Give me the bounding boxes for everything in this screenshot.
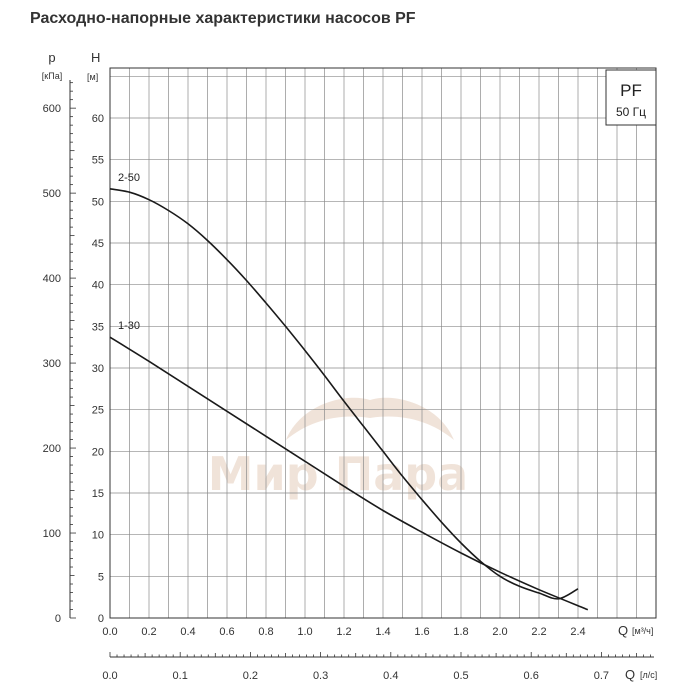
y-tick-label: 55 [92, 155, 104, 167]
y-tick-label: 30 [92, 363, 104, 375]
x2-tick-label: 0.2 [243, 670, 258, 682]
plot-frame [109, 67, 657, 619]
y2-axis-label: p [48, 50, 55, 65]
series: 2-50 1-30 [109, 172, 589, 611]
x-axis-label: Q [618, 623, 628, 638]
series-line-2-50 [109, 188, 579, 600]
series-label-2-50: 2-50 [118, 172, 140, 184]
series-line-1-30 [109, 336, 589, 611]
x2-tick-label: 0.6 [524, 670, 539, 682]
y2-tick-label: 0 [55, 613, 61, 625]
x-tick-label: 1.4 [375, 626, 390, 638]
y2-tick-label: 500 [43, 188, 61, 200]
y-tick-label: 10 [92, 530, 104, 542]
y-tick-label: 15 [92, 488, 104, 500]
y-tick-label: 35 [92, 321, 104, 333]
watermark-text: Мир Пара [208, 447, 468, 501]
y-tick-label: 5 [98, 571, 104, 583]
x2-tick-label: 0.0 [102, 670, 117, 682]
y2-tick-label: 200 [43, 443, 61, 455]
x2-axis-unit: [л/с] [640, 670, 657, 680]
y2-tick-label: 400 [43, 273, 61, 285]
y-axis-unit: [м] [87, 72, 98, 82]
axes: 0.0 0.2 0.4 0.6 0.8 1.0 1.2 1.4 1.6 1.8 2.0 2.2 2.4 Q… [42, 50, 657, 682]
y2-tick-label: 600 [43, 103, 61, 115]
x-axis-unit: [м³/ч] [632, 626, 653, 636]
chart-title: Расходно-напорные характеристики насосов… [30, 10, 416, 27]
x-tick-label: 2.2 [531, 626, 546, 638]
y-axis-label: H [91, 50, 100, 65]
y-tick-label: 50 [92, 196, 104, 208]
watermark: Мир Пара [208, 397, 468, 501]
x-tick-label: 1.0 [297, 626, 312, 638]
x2-axis-label: Q [625, 667, 635, 682]
x2-tick-label: 0.7 [594, 670, 609, 682]
x2-tick-label: 0.5 [453, 670, 468, 682]
watermark-arc [286, 397, 454, 440]
y2-tick-label: 300 [43, 358, 61, 370]
legend-box-frame [605, 69, 657, 126]
y-tick-label: 20 [92, 446, 104, 458]
series-label-1-30: 1-30 [118, 320, 140, 332]
legend-box-line2: 50 Гц [616, 105, 646, 119]
x2-tick-label: 0.4 [383, 670, 398, 682]
y-tick-label: 40 [92, 280, 104, 292]
x-tick-label: 1.8 [453, 626, 468, 638]
legend-box: PF 50 Гц [605, 69, 657, 126]
x-tick-label: 2.0 [492, 626, 507, 638]
x2-tick-label: 0.3 [313, 670, 328, 682]
x-tick-label: 0.0 [102, 626, 117, 638]
y2-tick-label: 100 [43, 528, 61, 540]
x-tick-label: 2.4 [570, 626, 585, 638]
y-tick-label: 25 [92, 405, 104, 417]
x-tick-label: 0.8 [258, 626, 273, 638]
y-tick-label: 60 [92, 113, 104, 125]
x-tick-label: 0.4 [180, 626, 195, 638]
x-tick-label: 0.2 [141, 626, 156, 638]
x2-tick-label: 0.1 [173, 670, 188, 682]
y2-axis-unit: [кПа] [42, 71, 62, 81]
legend-box-line1: PF [620, 81, 642, 100]
y-tick-label: 45 [92, 238, 104, 250]
x-tick-label: 0.6 [219, 626, 234, 638]
y-tick-label: 0 [98, 613, 104, 625]
grid [109, 67, 657, 619]
x-tick-label: 1.2 [336, 626, 351, 638]
x-tick-label: 1.6 [414, 626, 429, 638]
